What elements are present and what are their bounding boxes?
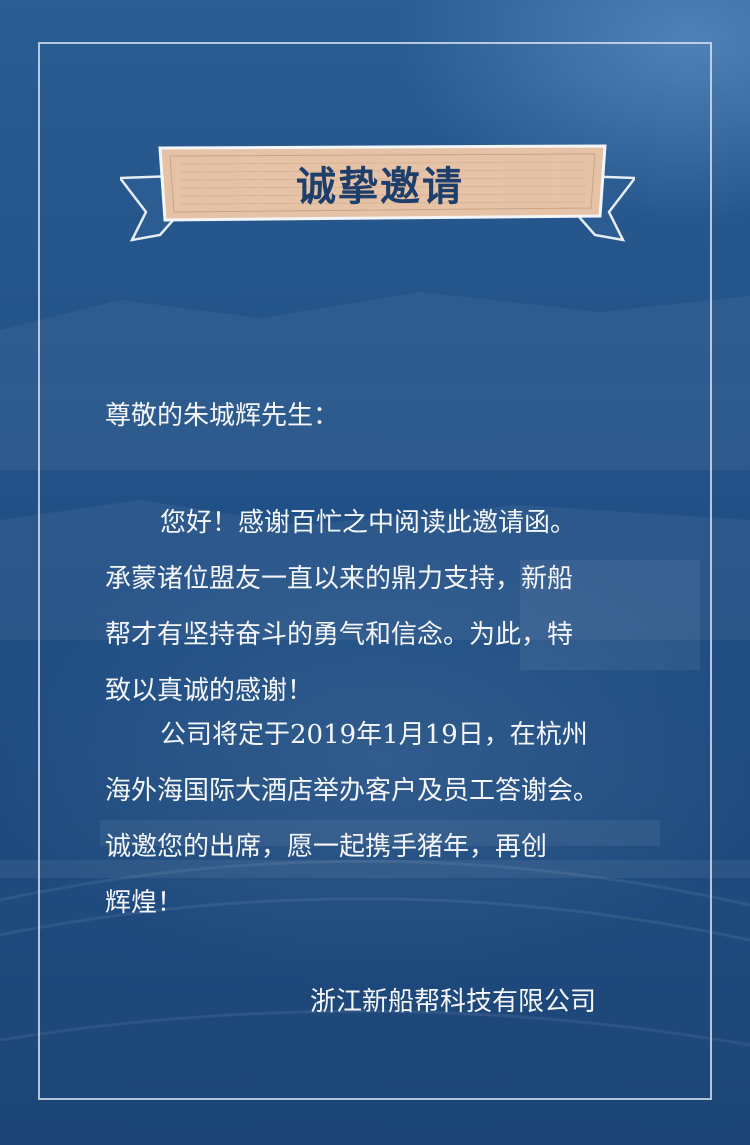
paragraph-2-line-3: 诚邀您的出席，愿一起携手猪年，再创 — [105, 832, 548, 862]
paragraph-2-line-1: 公司将定于2019年1月19日，在杭州 — [160, 720, 588, 750]
border-frame — [38, 42, 712, 1100]
paragraph-2-line-4: 辉煌！ — [105, 888, 184, 918]
banner-title: 诚挚邀请 — [296, 164, 464, 210]
paragraph-2-line-2: 海外海国际大酒店举办客户及员工答谢会。 — [105, 776, 600, 806]
paragraph-1-line-2: 承蒙诸位盟友一直以来的鼎力支持，新船 — [105, 564, 574, 594]
paragraph-1-line-1: 您好！感谢百忙之中阅读此邀请函。 — [160, 508, 577, 538]
greeting: 尊敬的朱城辉先生： — [105, 401, 340, 431]
signature-company: 浙江新船帮科技有限公司 — [310, 987, 597, 1017]
paragraph-1-line-4: 致以真诚的感谢！ — [105, 676, 314, 706]
title-banner — [120, 144, 635, 242]
paragraph-2: 公司将定于2019年1月19日，在杭州 海外海国际大酒店举办客户及员工答谢会。 … — [105, 707, 665, 931]
paragraph-1: 您好！感谢百忙之中阅读此邀请函。 承蒙诸位盟友一直以来的鼎力支持，新船 帮才有坚… — [105, 495, 665, 719]
paragraph-1-line-3: 帮才有坚持奋斗的勇气和信念。为此，特 — [105, 620, 574, 650]
